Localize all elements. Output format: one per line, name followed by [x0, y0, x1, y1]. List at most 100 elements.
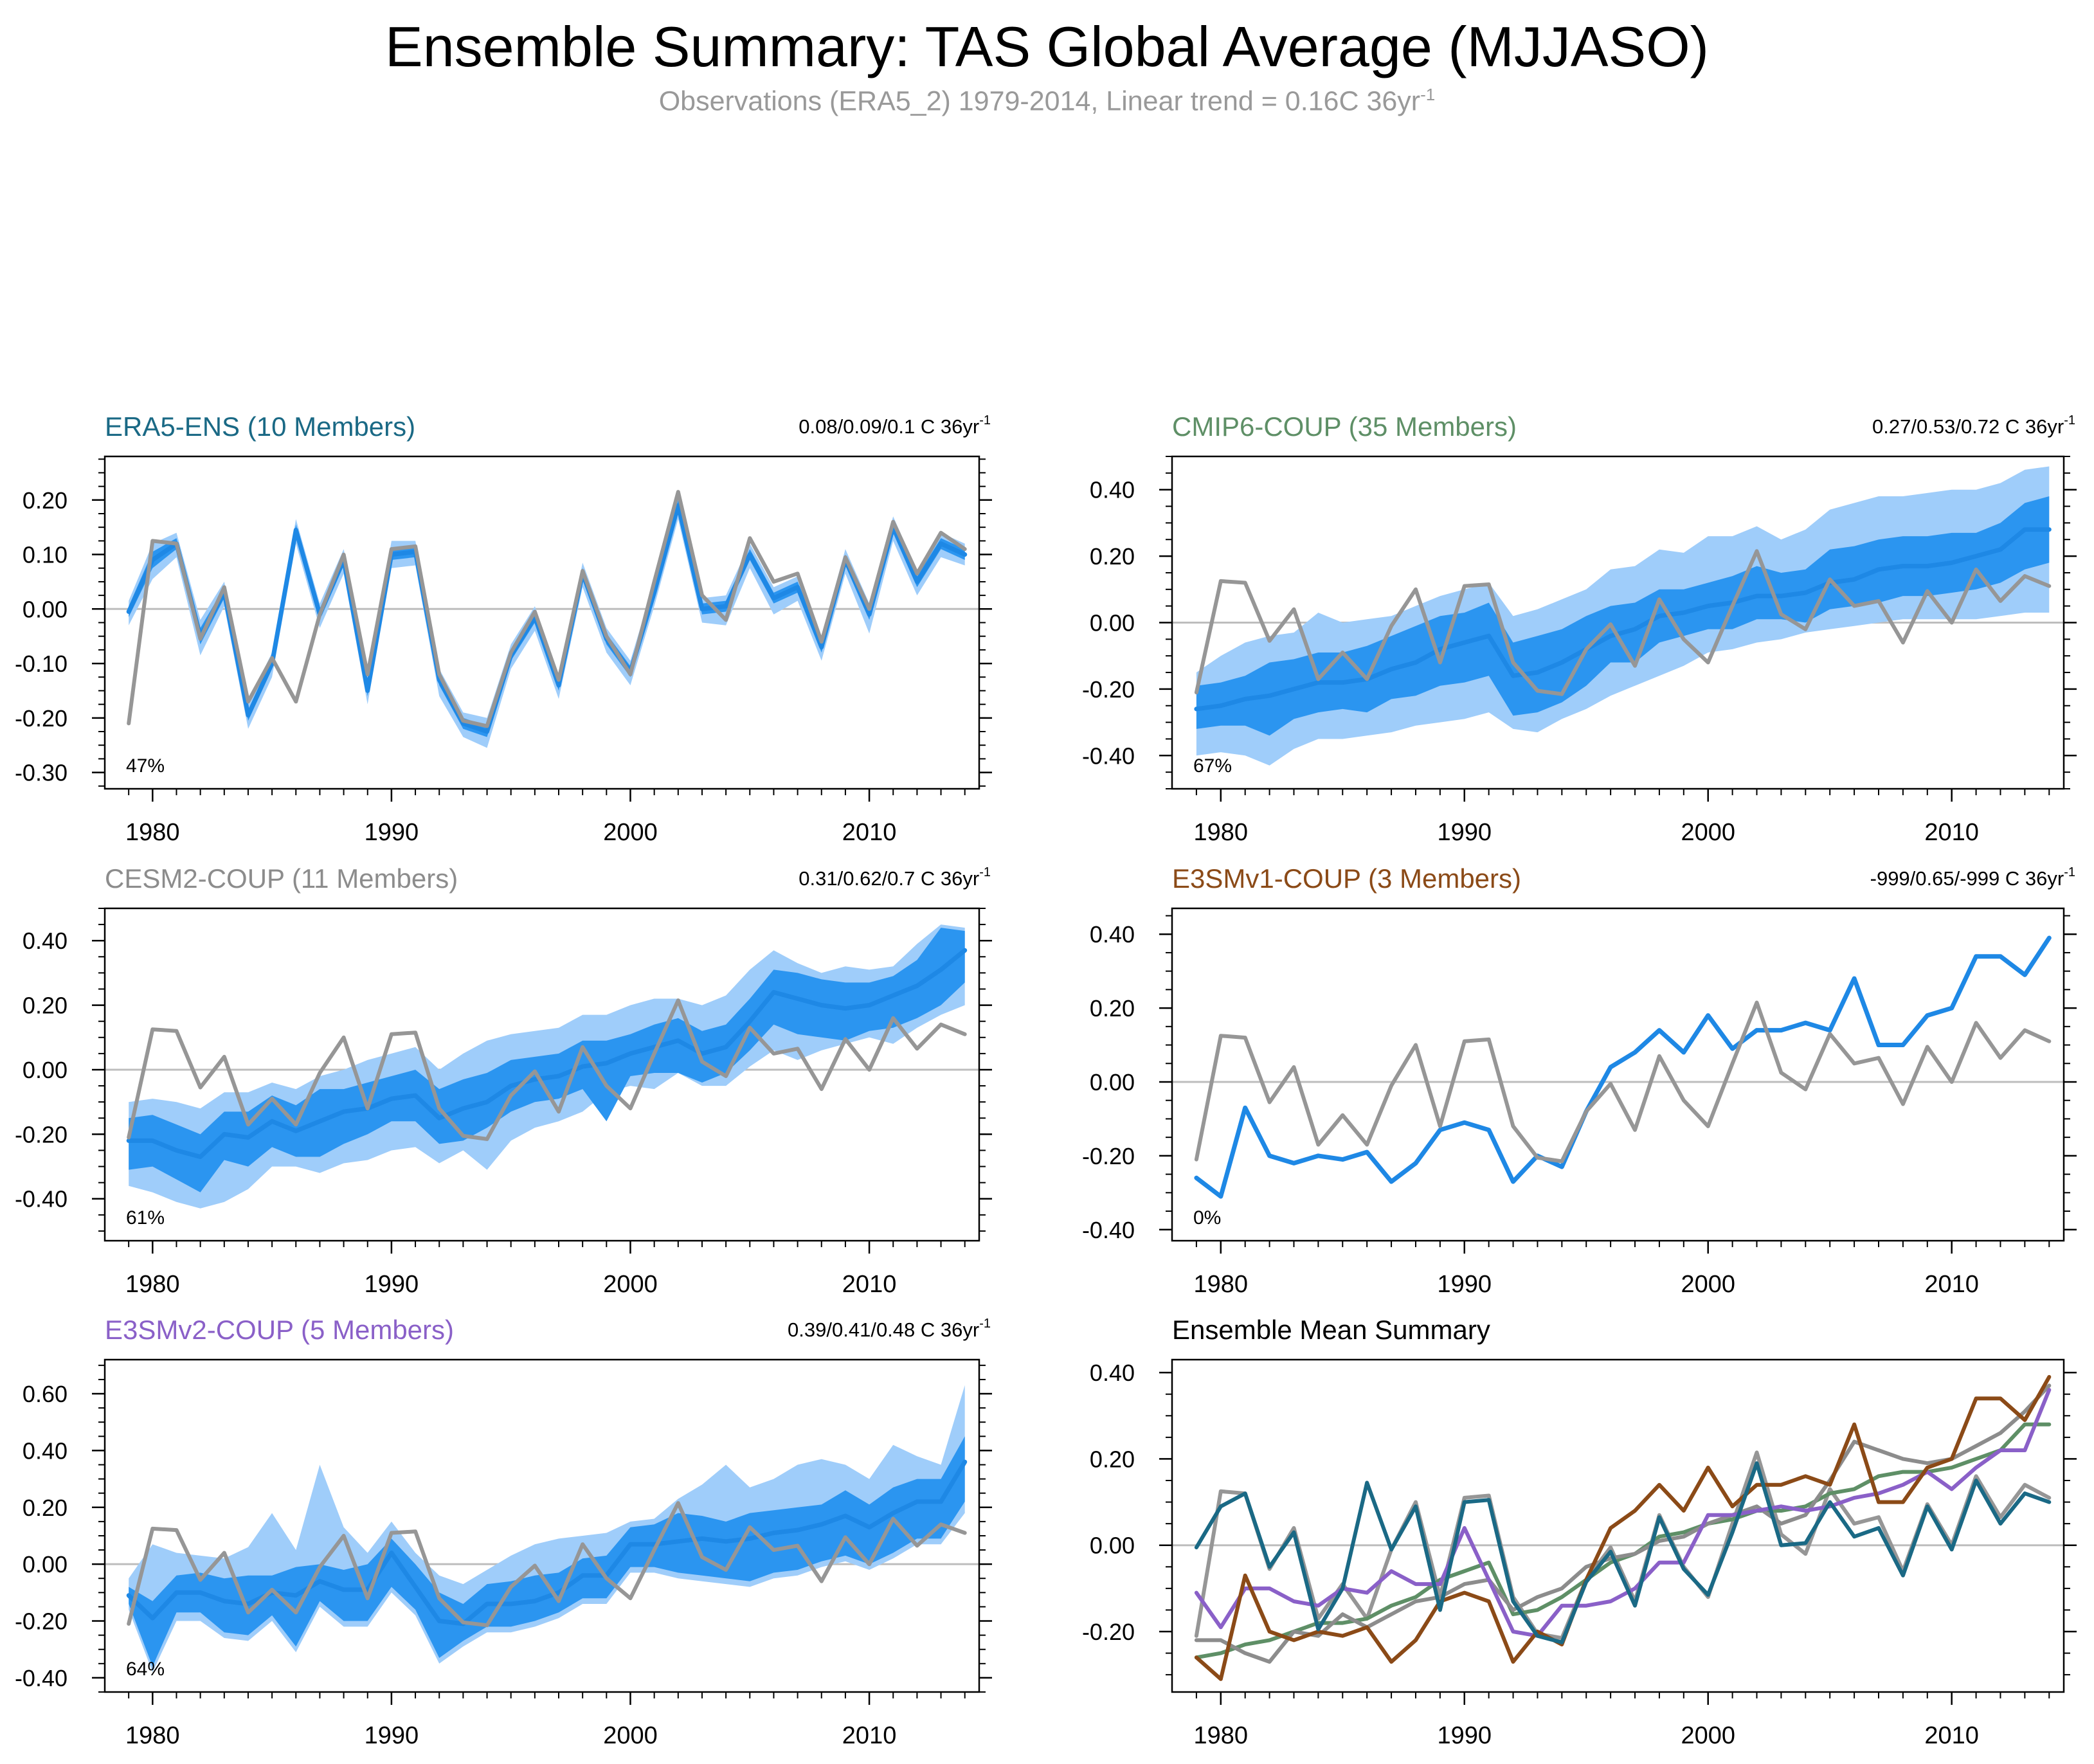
x-tick-label: 1980	[1194, 1271, 1249, 1298]
chart-panel-6: -0.20 0.00 0.20 0.40 1980 1990 2000 2010 Ensembl…	[1082, 1315, 2077, 1749]
percent-label: 0%	[1193, 1207, 1221, 1228]
y-tick-label: 0.00	[1090, 610, 1135, 636]
plot-area	[1172, 466, 2064, 766]
observations-line	[127, 1501, 967, 1628]
plot-area	[1172, 1374, 2064, 1681]
y-tick-label: 0.40	[23, 928, 68, 954]
trend-label: 0.27/0.53/0.72 C 36yr-1	[1872, 413, 2075, 438]
trend-label: 0.31/0.62/0.7 C 36yr-1	[799, 865, 991, 890]
chart-panel-3: -0.40 -0.20 0.00 0.20 0.40 1980 1990 2000 2010 CE…	[15, 863, 992, 1298]
y-tick-label: -0.20	[15, 1608, 68, 1635]
page-subtitle: Observations (ERA5_2) 1979-2014, Linear …	[0, 85, 2094, 117]
y-tick-label: 0.20	[23, 1495, 68, 1521]
ensemble-mean-line	[126, 948, 968, 1159]
y-tick-label: -0.40	[1082, 742, 1135, 769]
subtitle-superscript: -1	[1420, 85, 1436, 104]
x-tick-label: 1980	[125, 1722, 180, 1749]
panel-title: CMIP6-COUP (35 Members)	[1172, 411, 1517, 442]
trend-label: -999/0.65/-999 C 36yr-1	[1870, 865, 2075, 890]
spread-band-inner	[129, 928, 965, 1192]
x-tick-label: 1990	[1437, 1722, 1492, 1749]
plot-area	[1172, 935, 2064, 1199]
y-tick-label: 0.00	[23, 1057, 68, 1083]
plot-area	[105, 924, 979, 1209]
series-line-5	[1194, 1374, 2052, 1681]
panel-title: Ensemble Mean Summary	[1172, 1315, 1490, 1345]
x-tick-label: 2010	[1924, 819, 1979, 846]
chart-panel-1: -0.30 -0.20 -0.10 0.00 0.10 0.20 1980 1990 2000 2…	[15, 411, 992, 846]
x-tick-label: 2010	[1924, 1722, 1979, 1749]
y-tick-label: -0.20	[1082, 1619, 1135, 1645]
y-tick-label: 0.00	[1090, 1069, 1135, 1095]
spread-band-inner	[1196, 496, 2050, 736]
x-tick-label: 1990	[1437, 1271, 1492, 1298]
x-tick-label: 1990	[365, 819, 419, 846]
chart-panel-2: -0.40 -0.20 0.00 0.20 0.40 1980 1990 2000 2010 CM…	[1082, 411, 2077, 846]
y-tick-label: 0.40	[23, 1437, 68, 1464]
y-tick-label: -0.40	[1082, 1217, 1135, 1243]
chart-panel-4: -0.40 -0.20 0.00 0.20 0.40 1980 1990 2000 2010 E3…	[1082, 863, 2077, 1298]
x-tick-label: 2000	[1681, 819, 1735, 846]
x-tick-label: 2010	[842, 819, 897, 846]
x-tick-label: 2000	[603, 819, 658, 846]
spread-band-outer	[129, 494, 965, 748]
x-tick-label: 2000	[1681, 1722, 1735, 1749]
x-tick-label: 1990	[365, 1722, 419, 1749]
y-tick-label: 0.10	[23, 542, 68, 568]
y-tick-label: -0.20	[1082, 676, 1135, 703]
series-line-3	[1194, 1383, 2052, 1664]
ensemble-mean-line	[1194, 935, 2052, 1199]
plot-frame	[104, 1358, 980, 1693]
x-tick-label: 2000	[603, 1271, 658, 1298]
x-tick-label: 2000	[1681, 1271, 1735, 1298]
panel-title: E3SMv1-COUP (3 Members)	[1172, 863, 1521, 894]
panel-title: E3SMv2-COUP (5 Members)	[105, 1315, 454, 1345]
y-tick-label: 0.20	[1090, 543, 1135, 570]
subtitle-text: Observations (ERA5_2) 1979-2014, Linear …	[658, 86, 1421, 117]
observations-line	[1194, 1000, 2052, 1164]
y-tick-label: 0.00	[1090, 1533, 1135, 1559]
x-tick-label: 2010	[842, 1271, 897, 1298]
ensemble-mean-line	[1194, 527, 2052, 712]
trend-label: 0.08/0.09/0.1 C 36yr-1	[799, 413, 991, 438]
y-tick-label: -0.40	[15, 1186, 68, 1212]
series-line-6	[1194, 1461, 2052, 1644]
y-tick-label: 0.20	[1090, 995, 1135, 1022]
x-tick-label: 1980	[1194, 819, 1249, 846]
trend-label: 0.39/0.41/0.48 C 36yr-1	[788, 1317, 991, 1341]
percent-label: 47%	[126, 755, 165, 777]
y-tick-label: 0.20	[1090, 1446, 1135, 1472]
y-tick-label: 0.20	[23, 487, 68, 514]
x-tick-label: 1990	[1437, 819, 1492, 846]
plot-area	[105, 1385, 979, 1673]
plot-frame	[104, 455, 980, 790]
percent-label: 61%	[126, 1207, 165, 1228]
y-tick-label: 0.60	[23, 1381, 68, 1407]
series-line-4	[1194, 1388, 2052, 1638]
spread-band-inner	[129, 1436, 965, 1667]
y-tick-label: -0.20	[15, 705, 68, 732]
series-line-2	[1194, 1422, 2052, 1660]
x-tick-label: 2010	[842, 1722, 897, 1749]
x-tick-label: 1990	[365, 1271, 419, 1298]
y-tick-label: -0.40	[15, 1665, 68, 1691]
plot-frame	[104, 907, 980, 1242]
chart-panel-5: -0.40 -0.20 0.00 0.20 0.40 0.60 1980 1990 2000 20…	[15, 1315, 992, 1749]
x-tick-label: 2000	[603, 1722, 658, 1749]
ensemble-mean-line	[126, 503, 968, 734]
page-title: Ensemble Summary: TAS Global Average (MJ…	[385, 15, 1709, 78]
y-tick-label: 0.00	[23, 596, 68, 622]
y-tick-label: 0.00	[23, 1551, 68, 1578]
y-tick-label: 0.20	[23, 993, 68, 1019]
x-tick-label: 1980	[1194, 1722, 1249, 1749]
observations-line	[1194, 549, 2052, 696]
y-tick-label: 0.40	[1090, 921, 1135, 948]
x-tick-label: 1980	[125, 819, 180, 846]
x-tick-label: 1980	[125, 1271, 180, 1298]
y-tick-label: -0.10	[15, 651, 68, 677]
y-tick-label: -0.20	[1082, 1143, 1135, 1169]
observations-line	[127, 998, 967, 1141]
percent-label: 67%	[1193, 755, 1232, 777]
y-tick-label: -0.30	[15, 760, 68, 786]
